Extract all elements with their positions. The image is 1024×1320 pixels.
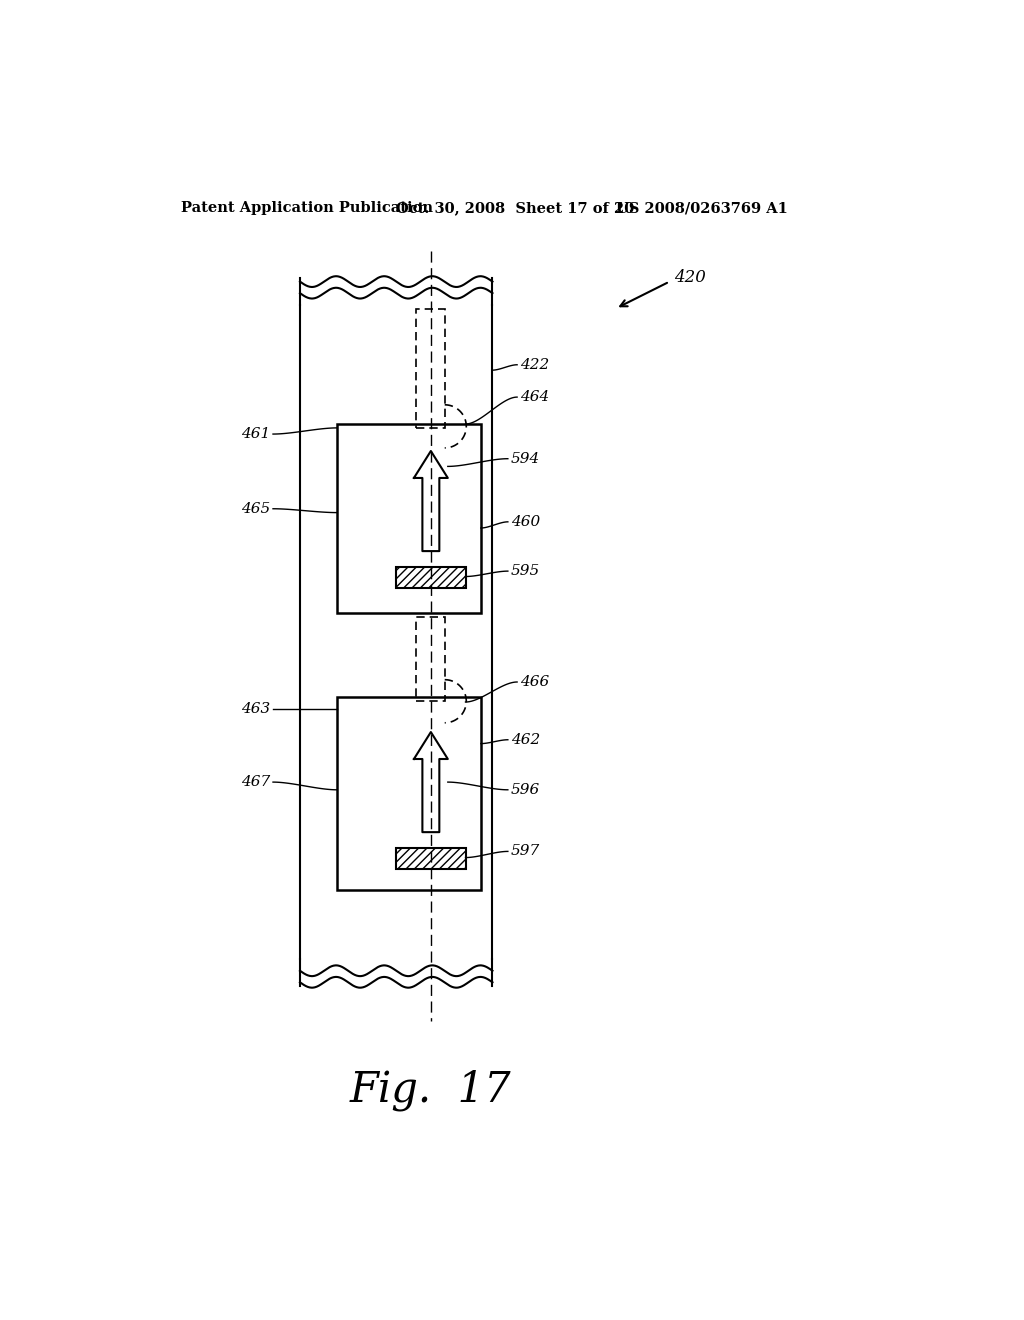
Bar [416,616,445,701]
Text: 462: 462 [511,733,541,747]
Text: Patent Application Publication: Patent Application Publication [180,202,432,215]
Bar [337,697,481,890]
Bar [396,847,466,869]
Text: 595: 595 [511,564,541,578]
Text: US 2008/0263769 A1: US 2008/0263769 A1 [615,202,787,215]
Bar [337,424,481,612]
Text: 467: 467 [241,775,270,789]
Text: 596: 596 [511,783,541,797]
Bar [416,309,445,428]
Text: 466: 466 [520,675,550,689]
Text: 420: 420 [674,269,707,286]
Text: Oct. 30, 2008  Sheet 17 of 20: Oct. 30, 2008 Sheet 17 of 20 [396,202,635,215]
Text: Fig.  17: Fig. 17 [350,1069,512,1111]
Text: 460: 460 [511,515,541,529]
Text: 594: 594 [511,451,541,466]
Text: 463: 463 [241,702,270,715]
Text: 597: 597 [511,845,541,858]
Bar [396,566,466,589]
Text: 461: 461 [241,428,270,441]
Text: 464: 464 [520,391,550,404]
Text: 422: 422 [520,358,550,372]
Text: 465: 465 [241,502,270,516]
